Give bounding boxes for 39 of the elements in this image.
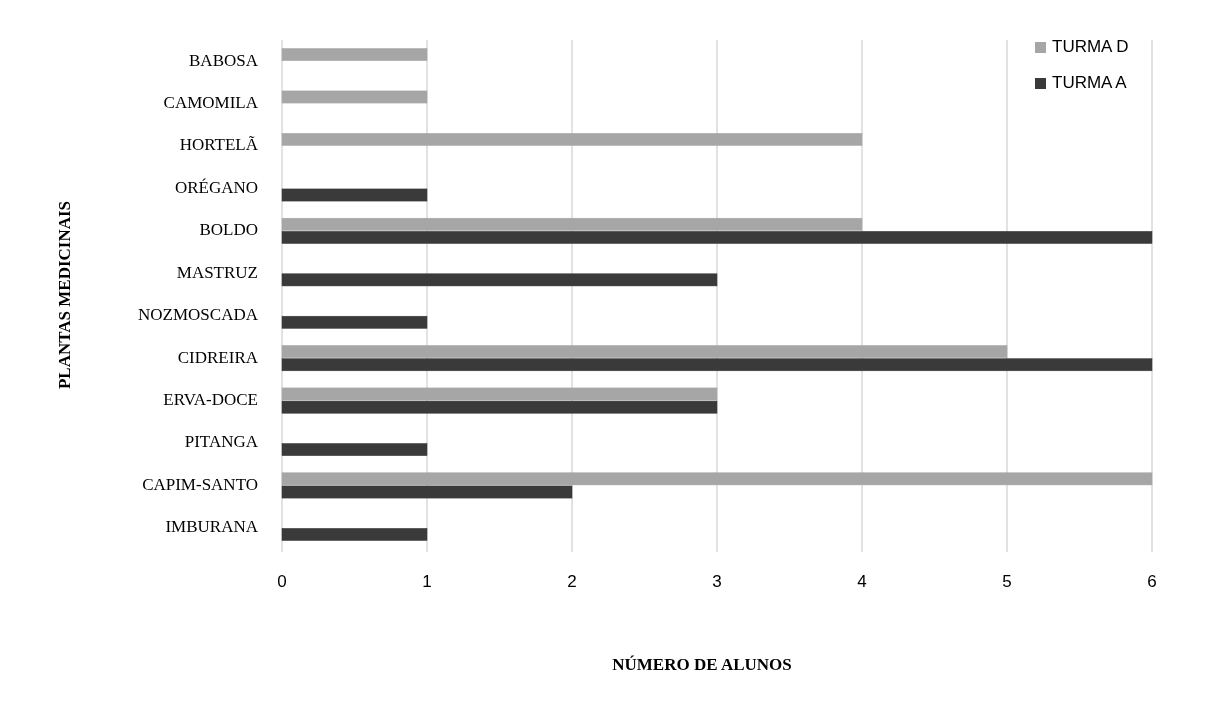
bar: [281, 273, 718, 287]
bar: [281, 387, 718, 401]
bar: [281, 528, 428, 541]
y-tick-label: PITANGA: [184, 432, 259, 452]
bar: [281, 400, 718, 414]
y-tick-label: ERVA-DOCE: [163, 389, 258, 409]
bar: [281, 443, 428, 456]
legend-label: TURMA A: [1052, 73, 1128, 93]
y-tick-label: BOLDO: [199, 220, 258, 240]
y-tick-label: CAMOMILA: [163, 92, 259, 112]
x-tick-label: 0: [277, 572, 287, 591]
y-tick-label: ORÉGANO: [174, 177, 258, 197]
bar: [281, 315, 428, 329]
y-tick-label: IMBURANA: [165, 517, 259, 537]
x-tick-label: 4: [857, 572, 867, 591]
x-tick-label: 5: [1002, 572, 1012, 591]
x-tick-label: 6: [1147, 572, 1157, 591]
bar: [281, 48, 428, 61]
y-axis-title: PLANTAS MEDICINAIS: [55, 200, 74, 390]
bar: [281, 188, 428, 202]
bar: [281, 472, 1153, 486]
x-axis-title: NÚMERO DE ALUNOS: [612, 655, 792, 674]
bar: [281, 345, 1008, 358]
y-tick-label: CIDREIRA: [177, 347, 259, 367]
bar: [281, 133, 863, 146]
bar: [281, 217, 863, 231]
x-tick-label: 2: [567, 572, 577, 591]
bar: [281, 358, 1153, 372]
y-tick-label: MASTRUZ: [176, 262, 258, 282]
bar: [281, 231, 1153, 244]
y-tick-label: NOZMOSCADA: [138, 305, 259, 325]
bar: [281, 90, 428, 104]
y-tick-label: BABOSA: [189, 50, 259, 70]
x-tick-label: 1: [422, 572, 432, 591]
y-tick-label: HORTELÃ: [179, 135, 259, 155]
y-tick-label: CAPIM-SANTO: [142, 474, 258, 494]
x-tick-label: 3: [712, 572, 722, 591]
legend-label: TURMA D: [1052, 37, 1129, 57]
bar: [281, 485, 573, 499]
